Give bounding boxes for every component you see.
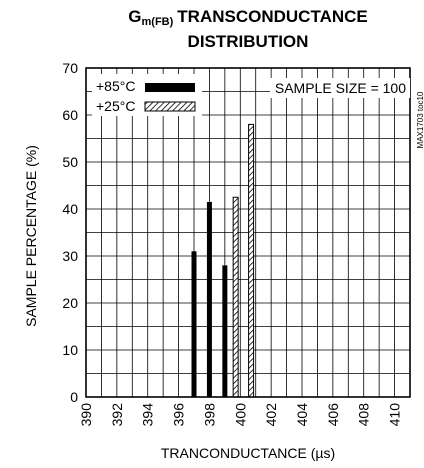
x-tick-label: 394 bbox=[140, 403, 156, 427]
y-tick-label: 10 bbox=[62, 342, 78, 358]
figure-id: MAX1703 toc10 bbox=[416, 91, 424, 148]
grid bbox=[86, 68, 410, 397]
plot-border bbox=[85, 67, 411, 398]
legend-swatch-25c bbox=[144, 101, 196, 112]
chart-title-line1: Gm(FB) TRANSCONDUCTANCE bbox=[128, 7, 367, 28]
legend-label-25c: +25°C bbox=[96, 98, 135, 114]
bar-85c bbox=[222, 265, 228, 397]
chart-title-line2: DISTRIBUTION bbox=[188, 32, 309, 51]
bar-25c bbox=[248, 123, 255, 398]
bars bbox=[191, 123, 255, 398]
y-tick-label: 60 bbox=[62, 107, 78, 123]
plot-frame bbox=[85, 67, 411, 398]
legend: +85°C +25°C bbox=[92, 74, 202, 116]
x-tick-label: 404 bbox=[294, 403, 310, 427]
legend-swatch-85c bbox=[145, 83, 195, 92]
x-tick-label: 410 bbox=[387, 403, 403, 427]
y-tick-label: 40 bbox=[62, 201, 78, 217]
x-tick-label: 390 bbox=[78, 403, 94, 427]
x-tick-label: 402 bbox=[263, 403, 279, 427]
bar-85c bbox=[206, 201, 212, 397]
y-tick-label: 30 bbox=[62, 248, 78, 264]
bar-85c bbox=[191, 251, 197, 397]
y-tick-labels: 0 10 20 30 40 50 60 70 bbox=[62, 60, 78, 405]
x-tick-label: 396 bbox=[171, 403, 187, 427]
y-tick-label: 70 bbox=[62, 60, 78, 76]
x-tick-label: 408 bbox=[356, 403, 372, 427]
x-tick-labels: 390 392 394 396 398 400 402 404 406 408 410 bbox=[78, 403, 403, 427]
legend-label-85c: +85°C bbox=[96, 78, 135, 94]
bar-25c bbox=[232, 196, 239, 398]
y-tick-label: 0 bbox=[70, 389, 78, 405]
x-tick-label: 406 bbox=[325, 403, 341, 427]
x-tick-label: 398 bbox=[201, 403, 217, 427]
sample-size-annotation: SAMPLE SIZE = 100 bbox=[275, 80, 406, 96]
x-tick-label: 400 bbox=[232, 403, 248, 427]
y-axis-label: SAMPLE PERCENTAGE (%) bbox=[23, 145, 39, 327]
y-tick-label: 50 bbox=[62, 154, 78, 170]
y-tick-label: 20 bbox=[62, 295, 78, 311]
x-tick-label: 392 bbox=[109, 403, 125, 427]
x-axis-label: TRANCONDUCTANCE (µs) bbox=[161, 445, 335, 461]
